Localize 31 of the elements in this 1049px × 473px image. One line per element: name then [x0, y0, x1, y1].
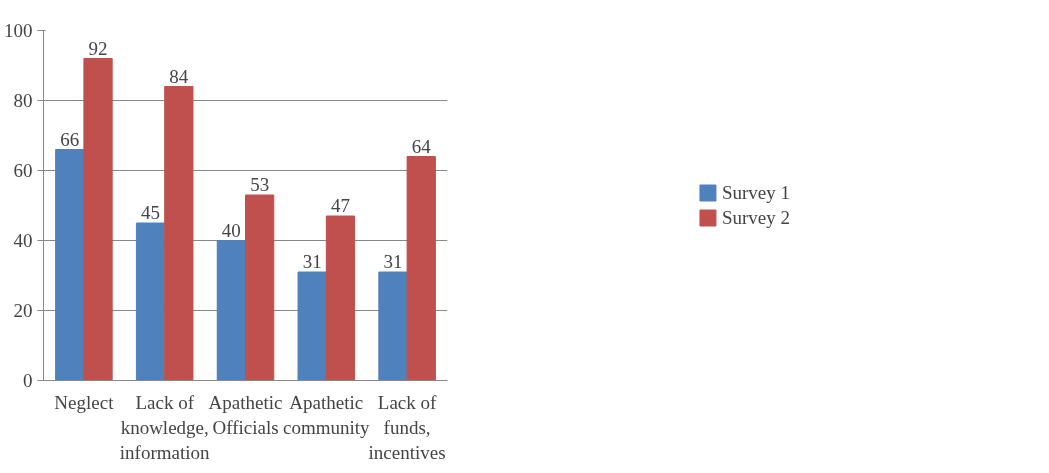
- bar: [83, 58, 113, 381]
- bar: [55, 149, 85, 381]
- y-tick-label: 100: [4, 20, 33, 41]
- y-tick-label: 40: [13, 230, 33, 251]
- legend-label: Survey 2: [721, 206, 791, 229]
- bar: [406, 156, 436, 381]
- data-label: 53: [250, 174, 270, 195]
- y-tick-label: 80: [13, 90, 33, 111]
- data-label: 31: [302, 251, 322, 272]
- x-tick-label: Lack of funds, incentives: [368, 391, 446, 463]
- bar: [164, 86, 194, 381]
- data-label: 84: [169, 65, 189, 87]
- legend-label: Survey 1: [721, 181, 791, 204]
- data-label: 47: [330, 195, 350, 216]
- y-tick-label: 0: [23, 370, 33, 391]
- x-tick-label: Neglect: [54, 391, 115, 413]
- bar: [245, 194, 275, 381]
- y-tick-label: 60: [13, 160, 33, 181]
- data-label: 31: [383, 251, 403, 272]
- bar: [135, 222, 166, 381]
- bar: [325, 215, 356, 381]
- bar: [297, 271, 327, 381]
- bar: [378, 271, 408, 381]
- data-label: 40: [221, 219, 241, 241]
- data-label: 92: [88, 37, 108, 59]
- bar: [216, 240, 246, 381]
- data-label: 64: [411, 135, 432, 157]
- y-tick-label: 20: [13, 300, 33, 321]
- data-label: 66: [60, 128, 80, 150]
- x-tick-label: Apathetic Officials: [208, 391, 283, 438]
- data-label: 45: [141, 202, 161, 223]
